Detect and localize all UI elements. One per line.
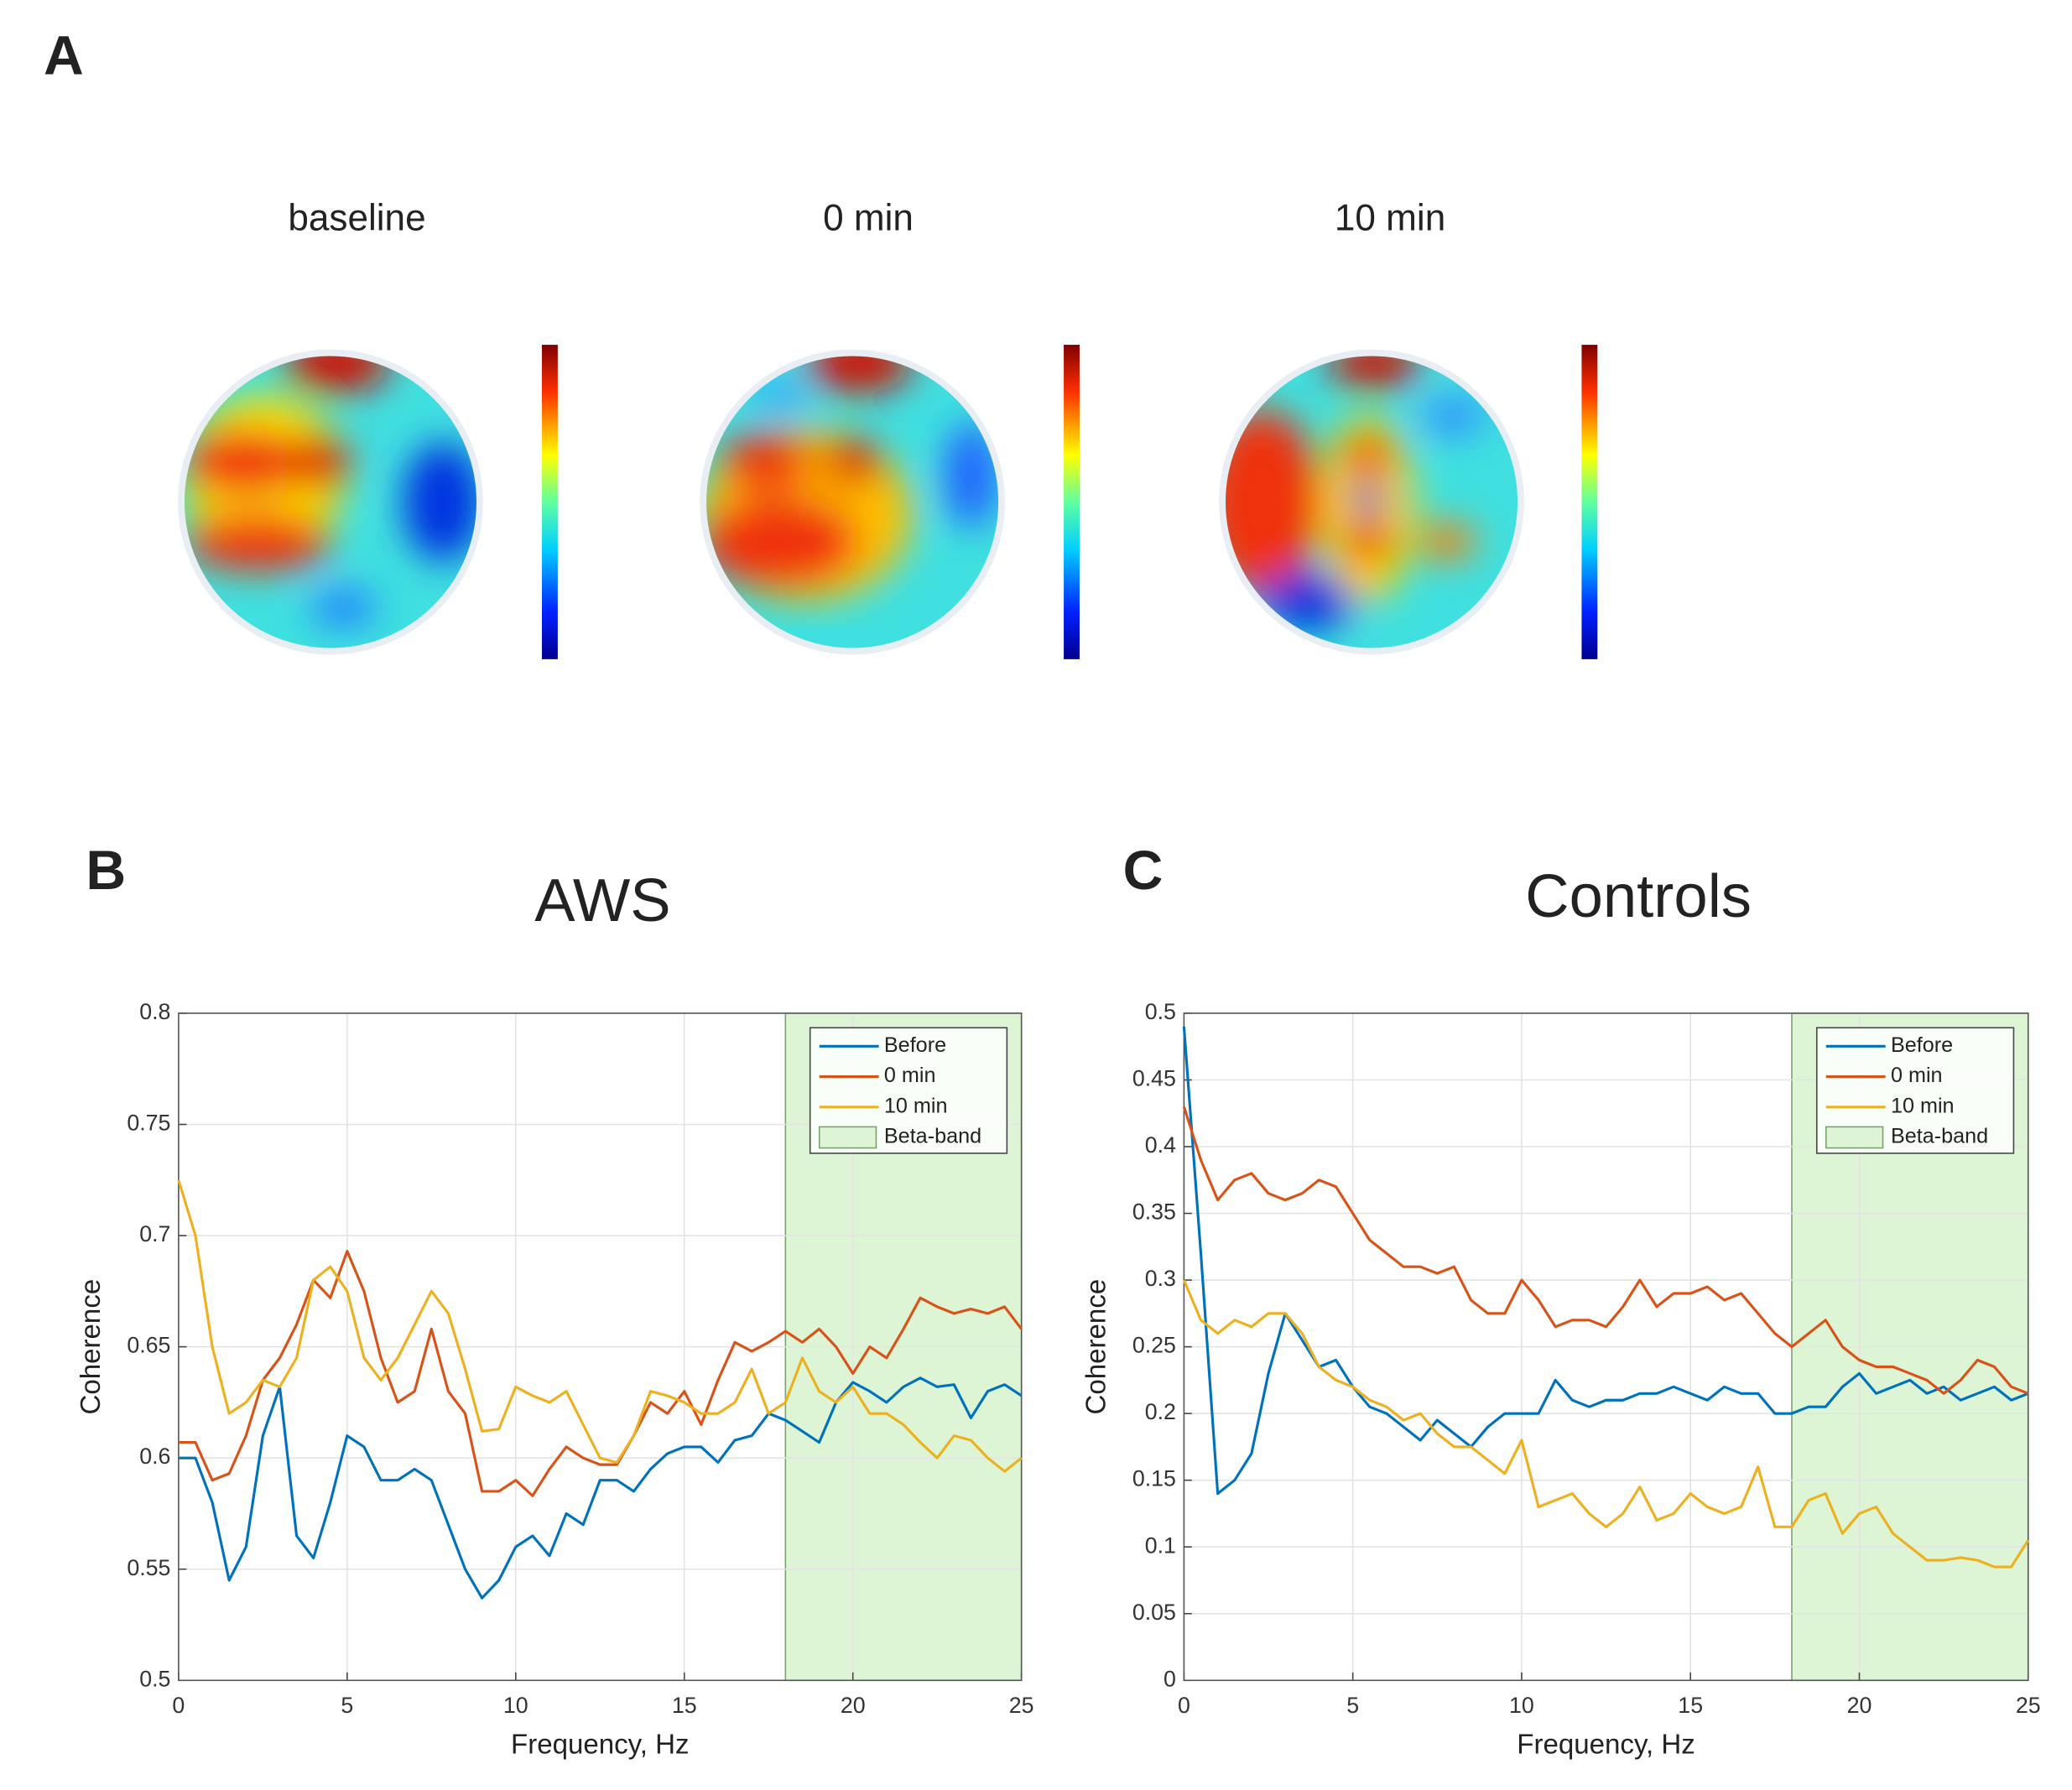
y-tick-label: 0.4 bbox=[1145, 1132, 1176, 1158]
map-title: 0 min bbox=[823, 198, 914, 239]
head-outline bbox=[1219, 349, 1524, 655]
legend-label: 10 min bbox=[1891, 1094, 1955, 1117]
y-tick-label: 0.45 bbox=[1132, 1066, 1176, 1091]
y-tick-label: 0.35 bbox=[1132, 1199, 1176, 1225]
map-title: baseline bbox=[288, 198, 425, 239]
y-tick-label: 0.75 bbox=[127, 1111, 170, 1136]
series-line bbox=[1182, 1026, 2029, 1496]
x-tick-label: 10 bbox=[1509, 1693, 1534, 1718]
colorbar bbox=[1581, 345, 1598, 659]
topomap bbox=[703, 352, 1002, 652]
x-tick-label: 15 bbox=[1678, 1693, 1703, 1718]
x-tick-label: 20 bbox=[1847, 1693, 1872, 1718]
y-tick-label: 0.2 bbox=[1145, 1399, 1176, 1424]
legend-label: 0 min bbox=[884, 1064, 936, 1087]
y-tick-label: 0.6 bbox=[139, 1444, 170, 1469]
head-outline bbox=[700, 349, 1005, 655]
colorbar bbox=[1064, 345, 1080, 659]
map-title: 10 min bbox=[1335, 198, 1445, 239]
y-tick-label: 0.55 bbox=[127, 1555, 170, 1580]
y-tick-label: 0.8 bbox=[139, 999, 170, 1024]
axes-frame bbox=[178, 1012, 1023, 1682]
x-tick-label: 0 bbox=[172, 1693, 185, 1718]
x-tick-label: 5 bbox=[341, 1693, 353, 1718]
x-tick-label: 15 bbox=[672, 1693, 697, 1718]
topomap bbox=[1222, 352, 1521, 652]
x-tick-label: 25 bbox=[2016, 1693, 2041, 1718]
legend-label: Beta-band bbox=[884, 1125, 981, 1148]
panel-label: B bbox=[86, 840, 126, 902]
x-axis-label: Frequency, Hz bbox=[511, 1730, 690, 1761]
y-tick-label: 0 bbox=[1164, 1666, 1176, 1691]
y-tick-label: 0.5 bbox=[139, 1666, 170, 1691]
series-line bbox=[178, 1250, 1023, 1497]
y-tick-label: 0.5 bbox=[1145, 999, 1176, 1024]
y-tick-label: 0.65 bbox=[127, 1333, 170, 1358]
x-tick-label: 20 bbox=[841, 1693, 866, 1718]
legend-label: Beta-band bbox=[1891, 1125, 1988, 1148]
legend-label: Before bbox=[1891, 1033, 1953, 1057]
y-tick-label: 0.1 bbox=[1145, 1532, 1176, 1558]
chart-title: AWS bbox=[534, 866, 670, 934]
y-tick-label: 0.15 bbox=[1132, 1466, 1176, 1491]
chart-title: Controls bbox=[1525, 862, 1752, 930]
legend-swatch bbox=[818, 1126, 877, 1149]
legend-label: 0 min bbox=[1891, 1064, 1943, 1087]
panel-label: C bbox=[1123, 840, 1164, 902]
y-tick-label: 0.7 bbox=[139, 1221, 170, 1246]
series-line bbox=[1182, 1106, 2029, 1395]
topomap bbox=[181, 352, 480, 652]
series-line bbox=[177, 1179, 1023, 1473]
series-line bbox=[1182, 1279, 2030, 1569]
head-outline bbox=[178, 349, 483, 655]
y-tick-label: 0.05 bbox=[1132, 1600, 1176, 1625]
series-line bbox=[178, 1376, 1023, 1600]
legend-swatch bbox=[1825, 1126, 1884, 1149]
axes-frame bbox=[1183, 1012, 2029, 1682]
colorbar bbox=[541, 345, 558, 659]
y-axis-label: Coherence bbox=[75, 1279, 107, 1415]
panel-label: A bbox=[44, 24, 84, 86]
legend-label: 10 min bbox=[884, 1094, 948, 1117]
x-tick-label: 25 bbox=[1009, 1693, 1034, 1718]
x-tick-label: 5 bbox=[1346, 1693, 1359, 1718]
x-tick-label: 0 bbox=[1178, 1693, 1190, 1718]
x-tick-label: 10 bbox=[503, 1693, 528, 1718]
y-tick-label: 0.3 bbox=[1145, 1266, 1176, 1291]
legend-label: Before bbox=[884, 1033, 946, 1057]
y-tick-label: 0.25 bbox=[1132, 1333, 1176, 1358]
x-axis-label: Frequency, Hz bbox=[1517, 1730, 1695, 1761]
y-axis-label: Coherence bbox=[1081, 1279, 1112, 1415]
